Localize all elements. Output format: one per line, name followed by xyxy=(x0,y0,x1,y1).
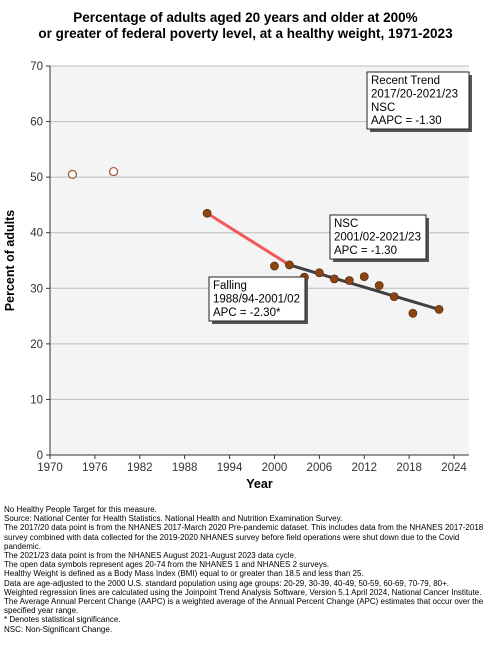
data-point xyxy=(374,281,384,290)
annotation-2-line: 2001/02-2021/23 xyxy=(334,231,421,243)
trend-line-2 xyxy=(287,263,441,311)
x-axis-title: Year xyxy=(246,477,273,491)
annotation-2-line: APC = -1.30 xyxy=(334,245,397,257)
y-tick-label: 60 xyxy=(30,117,43,129)
x-tick-label: 2012 xyxy=(351,462,377,474)
footnote: Weighted regression lines are calculated… xyxy=(4,587,482,597)
data-point xyxy=(314,268,324,278)
footnote: The 2021/23 data point is from the NHANE… xyxy=(4,551,297,561)
y-tick-label: 0 xyxy=(37,450,43,462)
annotation-1-line: 2017/20-2021/23 xyxy=(371,88,458,100)
x-tick-label: 1988 xyxy=(172,462,198,474)
chart-title: Percentage of adults aged 20 years and o… xyxy=(0,10,491,42)
y-tick-label: 20 xyxy=(30,339,43,351)
chart-title-line-2: or greater of federal poverty level, at … xyxy=(38,26,453,41)
data-point xyxy=(344,276,354,285)
x-tick-label: 2018 xyxy=(396,462,422,474)
y-axis-title: Percent of adults xyxy=(3,210,17,311)
footnote: Data are age-adjusted to the 2000 U.S. s… xyxy=(4,578,449,588)
x-tick-label: 1982 xyxy=(127,462,153,474)
x-tick-label: 2006 xyxy=(307,462,333,474)
y-tick-label: 10 xyxy=(30,394,43,406)
x-tick-label: 1994 xyxy=(217,462,243,474)
footnote: NSC: Non-Significant Change. xyxy=(4,624,113,634)
x-tick-label: 1976 xyxy=(82,462,108,474)
y-tick-label: 30 xyxy=(30,283,43,295)
x-tick-label: 2000 xyxy=(262,462,288,474)
data-point xyxy=(359,272,369,282)
annotation-box-1 xyxy=(366,71,470,130)
data-point xyxy=(270,261,279,271)
y-tick-label: 40 xyxy=(30,228,43,240)
annotation-2-line: NSC xyxy=(334,218,358,230)
x-tick-label: 2024 xyxy=(441,462,467,474)
data-point xyxy=(329,274,339,284)
data-point xyxy=(408,308,418,318)
footnotes: No Healthy People Target for this measur… xyxy=(4,505,486,634)
axis-layer: 0 10 20 30 40 50 60 70 1970 1976 1982 1988 1994 2000 2… xyxy=(3,61,469,491)
data-point xyxy=(285,260,294,270)
footnote: The open data symbols represent ages 20-… xyxy=(4,560,330,570)
y-tick-label: 70 xyxy=(30,61,43,73)
annotation-3-line: APC = -2.30* xyxy=(213,307,281,319)
data-point xyxy=(389,292,399,302)
data-point xyxy=(434,305,444,314)
annotation-1-line: AAPC = -1.30 xyxy=(371,115,442,127)
footnote: Healthy Weight is defined as a Body Mass… xyxy=(4,569,364,579)
data-point xyxy=(202,208,212,218)
annotation-1-line: Recent Trend xyxy=(371,75,440,87)
annotation-box-3 xyxy=(208,276,306,322)
footnote: The Average Annual Percent Change (AAPC)… xyxy=(4,597,484,616)
open-data-point xyxy=(67,169,78,179)
annotation-3-line: Falling xyxy=(213,280,247,292)
annotation-3-line: 1988/94-2001/02 xyxy=(213,293,300,305)
chart-title-line-1: Percentage of adults aged 20 years and o… xyxy=(73,10,418,25)
annotation-1-line: NSC xyxy=(371,102,395,114)
x-tick-label: 1970 xyxy=(37,462,63,474)
y-tick-label: 50 xyxy=(30,172,43,184)
footnote: Source: National Center for Health Stati… xyxy=(4,514,343,524)
footnote: No Healthy People Target for this measur… xyxy=(4,505,157,514)
footnote: The 2017/20 data point is from the NHANE… xyxy=(4,523,484,551)
trend-line-1 xyxy=(205,211,291,267)
open-data-point xyxy=(108,166,119,177)
annotation-box-2 xyxy=(329,214,427,260)
footnote: * Denotes statistical significance. xyxy=(4,615,121,625)
